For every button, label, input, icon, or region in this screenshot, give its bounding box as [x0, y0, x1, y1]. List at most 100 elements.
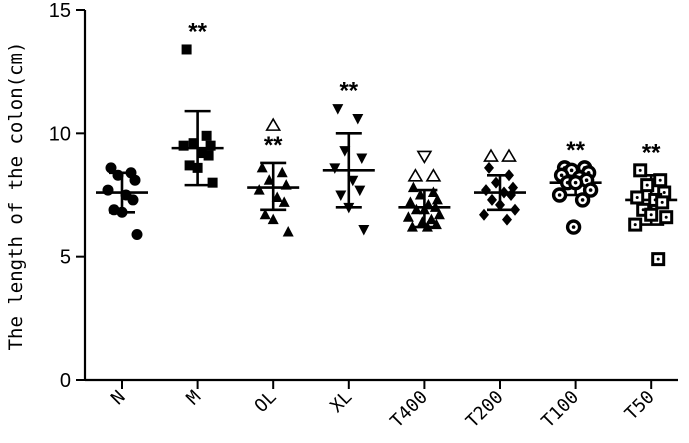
data-point: [127, 194, 139, 206]
data-point: [343, 202, 355, 214]
significance-annotations: ** ** ** ** **: [188, 18, 661, 182]
data-point: [352, 114, 364, 125]
data-point: [329, 163, 341, 174]
data-point: [633, 163, 648, 178]
significance-triangle: [416, 150, 433, 165]
data-point: [192, 162, 203, 173]
x-tick-label: M: [183, 387, 206, 410]
significance-triangle: [265, 117, 282, 131]
data-point-dot: [635, 195, 639, 199]
data-point: [651, 252, 666, 267]
x-tick-label: T100: [538, 387, 584, 433]
data-point: [630, 190, 645, 205]
data-point: [644, 207, 659, 222]
x-tick-label: T400: [386, 387, 432, 433]
significance-stars: **: [566, 137, 585, 164]
data-point: [431, 193, 443, 205]
data-point: [116, 206, 128, 218]
data-point: [347, 175, 359, 187]
data-point: [184, 160, 195, 171]
data-point: [358, 225, 370, 236]
data-point: [427, 186, 439, 198]
data-point: [339, 146, 351, 157]
data-point-dot: [573, 180, 578, 185]
data-point: [354, 185, 366, 197]
data-point: [487, 193, 497, 206]
data-point: [628, 217, 643, 232]
data-point: [253, 184, 265, 195]
data-point: [404, 196, 416, 207]
data-point: [565, 219, 582, 235]
y-tick-label: 5: [60, 247, 71, 269]
data-point-dot: [638, 168, 642, 172]
data-point: [282, 226, 294, 237]
data-point-dot: [571, 225, 576, 229]
data-point: [567, 174, 584, 191]
data-point-dot: [656, 257, 660, 261]
x-tick-label: T200: [462, 387, 508, 433]
data-point: [484, 161, 494, 174]
data-point-dot: [559, 173, 564, 178]
data-point: [414, 189, 426, 200]
data-point: [129, 174, 141, 186]
data-point: [410, 203, 422, 215]
data-point-dot: [660, 200, 664, 204]
data-point: [504, 169, 514, 182]
data-point: [280, 179, 292, 190]
data-point: [430, 218, 442, 230]
data-point-dot: [557, 193, 562, 197]
data-point: [207, 177, 218, 188]
axes: [83, 10, 678, 382]
data-point: [481, 184, 491, 197]
x-tick-label: T50: [621, 387, 659, 425]
data-point: [582, 182, 599, 198]
data-point: [506, 189, 516, 201]
data-point-dot: [645, 183, 649, 187]
data-point: [205, 140, 216, 151]
data-point: [425, 213, 437, 225]
data-point-dot: [658, 178, 662, 182]
data-point: [271, 191, 283, 202]
data-point: [332, 104, 344, 115]
data-point: [416, 216, 428, 227]
data-point-dot: [588, 188, 593, 192]
x-tick-label: XL: [326, 387, 356, 417]
data-point: [421, 221, 433, 232]
significance-triangle: [501, 148, 517, 162]
data-point: [653, 173, 668, 188]
x-ticks: N M OL XL T400 T200 T100 T50: [107, 380, 659, 432]
data-point: [433, 208, 445, 220]
data-point: [181, 44, 192, 55]
significance-triangle: [425, 168, 442, 182]
y-tick-label: 15: [49, 0, 71, 22]
data-point-dot: [664, 215, 668, 219]
data-point: [418, 203, 430, 215]
y-axis-label: The length of the colon(cm): [5, 42, 27, 351]
data-point: [407, 181, 419, 193]
y-tick-label: 0: [60, 370, 71, 392]
data-point: [406, 221, 418, 232]
x-tick-label: OL: [251, 387, 281, 417]
significance-triangle: [407, 168, 424, 182]
data-point-dot: [662, 191, 666, 195]
data-point: [112, 169, 124, 181]
data-point: [502, 213, 512, 226]
data-point: [429, 201, 441, 212]
significance-stars: **: [264, 132, 283, 159]
data-point: [510, 203, 520, 216]
data-point: [479, 208, 489, 221]
data-point: [655, 195, 670, 210]
data-point: [102, 184, 114, 196]
data-point: [551, 187, 568, 203]
data-point: [188, 138, 199, 149]
data-point: [259, 208, 271, 220]
data-point-dot: [580, 198, 585, 202]
data-point: [178, 140, 189, 151]
data-point: [196, 148, 207, 159]
data-point-dot: [633, 223, 637, 227]
data-point: [105, 162, 117, 174]
data-point: [201, 130, 212, 141]
data-point-dot: [584, 178, 589, 182]
data-point: [640, 178, 655, 193]
